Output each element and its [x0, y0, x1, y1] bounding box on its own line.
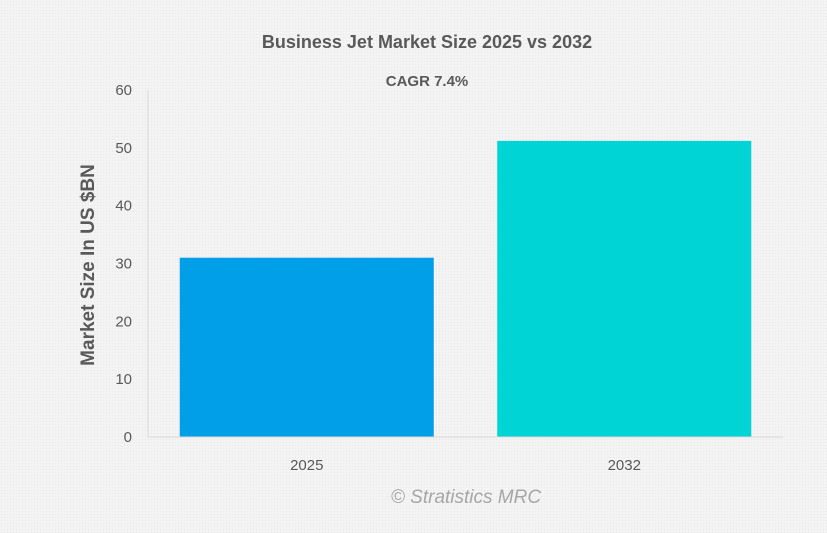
- y-tick-label: 30: [115, 256, 132, 273]
- bars: [179, 140, 752, 438]
- y-tick-label: 0: [124, 429, 132, 446]
- y-tick-label: 10: [115, 371, 132, 388]
- y-tick-label: 50: [115, 140, 132, 157]
- bar-2032: [497, 140, 752, 438]
- y-tick-label: 40: [115, 198, 132, 215]
- chart-subtitle: CAGR 7.4%: [386, 73, 469, 90]
- y-axis-label: Market Size In US $BN: [78, 164, 99, 366]
- chart-title: Business Jet Market Size 2025 vs 2032: [262, 32, 592, 52]
- bar-2025: [179, 257, 434, 437]
- y-tick-label: 60: [115, 82, 132, 99]
- watermark: © Stratistics MRC: [391, 487, 541, 508]
- x-tick-label: 2032: [608, 457, 641, 474]
- y-axis: 0 10 20 30 40 50 60: [115, 82, 149, 446]
- x-tick-label: 2025: [290, 457, 323, 474]
- x-axis: 2025 2032: [148, 436, 783, 474]
- y-tick-label: 20: [115, 313, 132, 330]
